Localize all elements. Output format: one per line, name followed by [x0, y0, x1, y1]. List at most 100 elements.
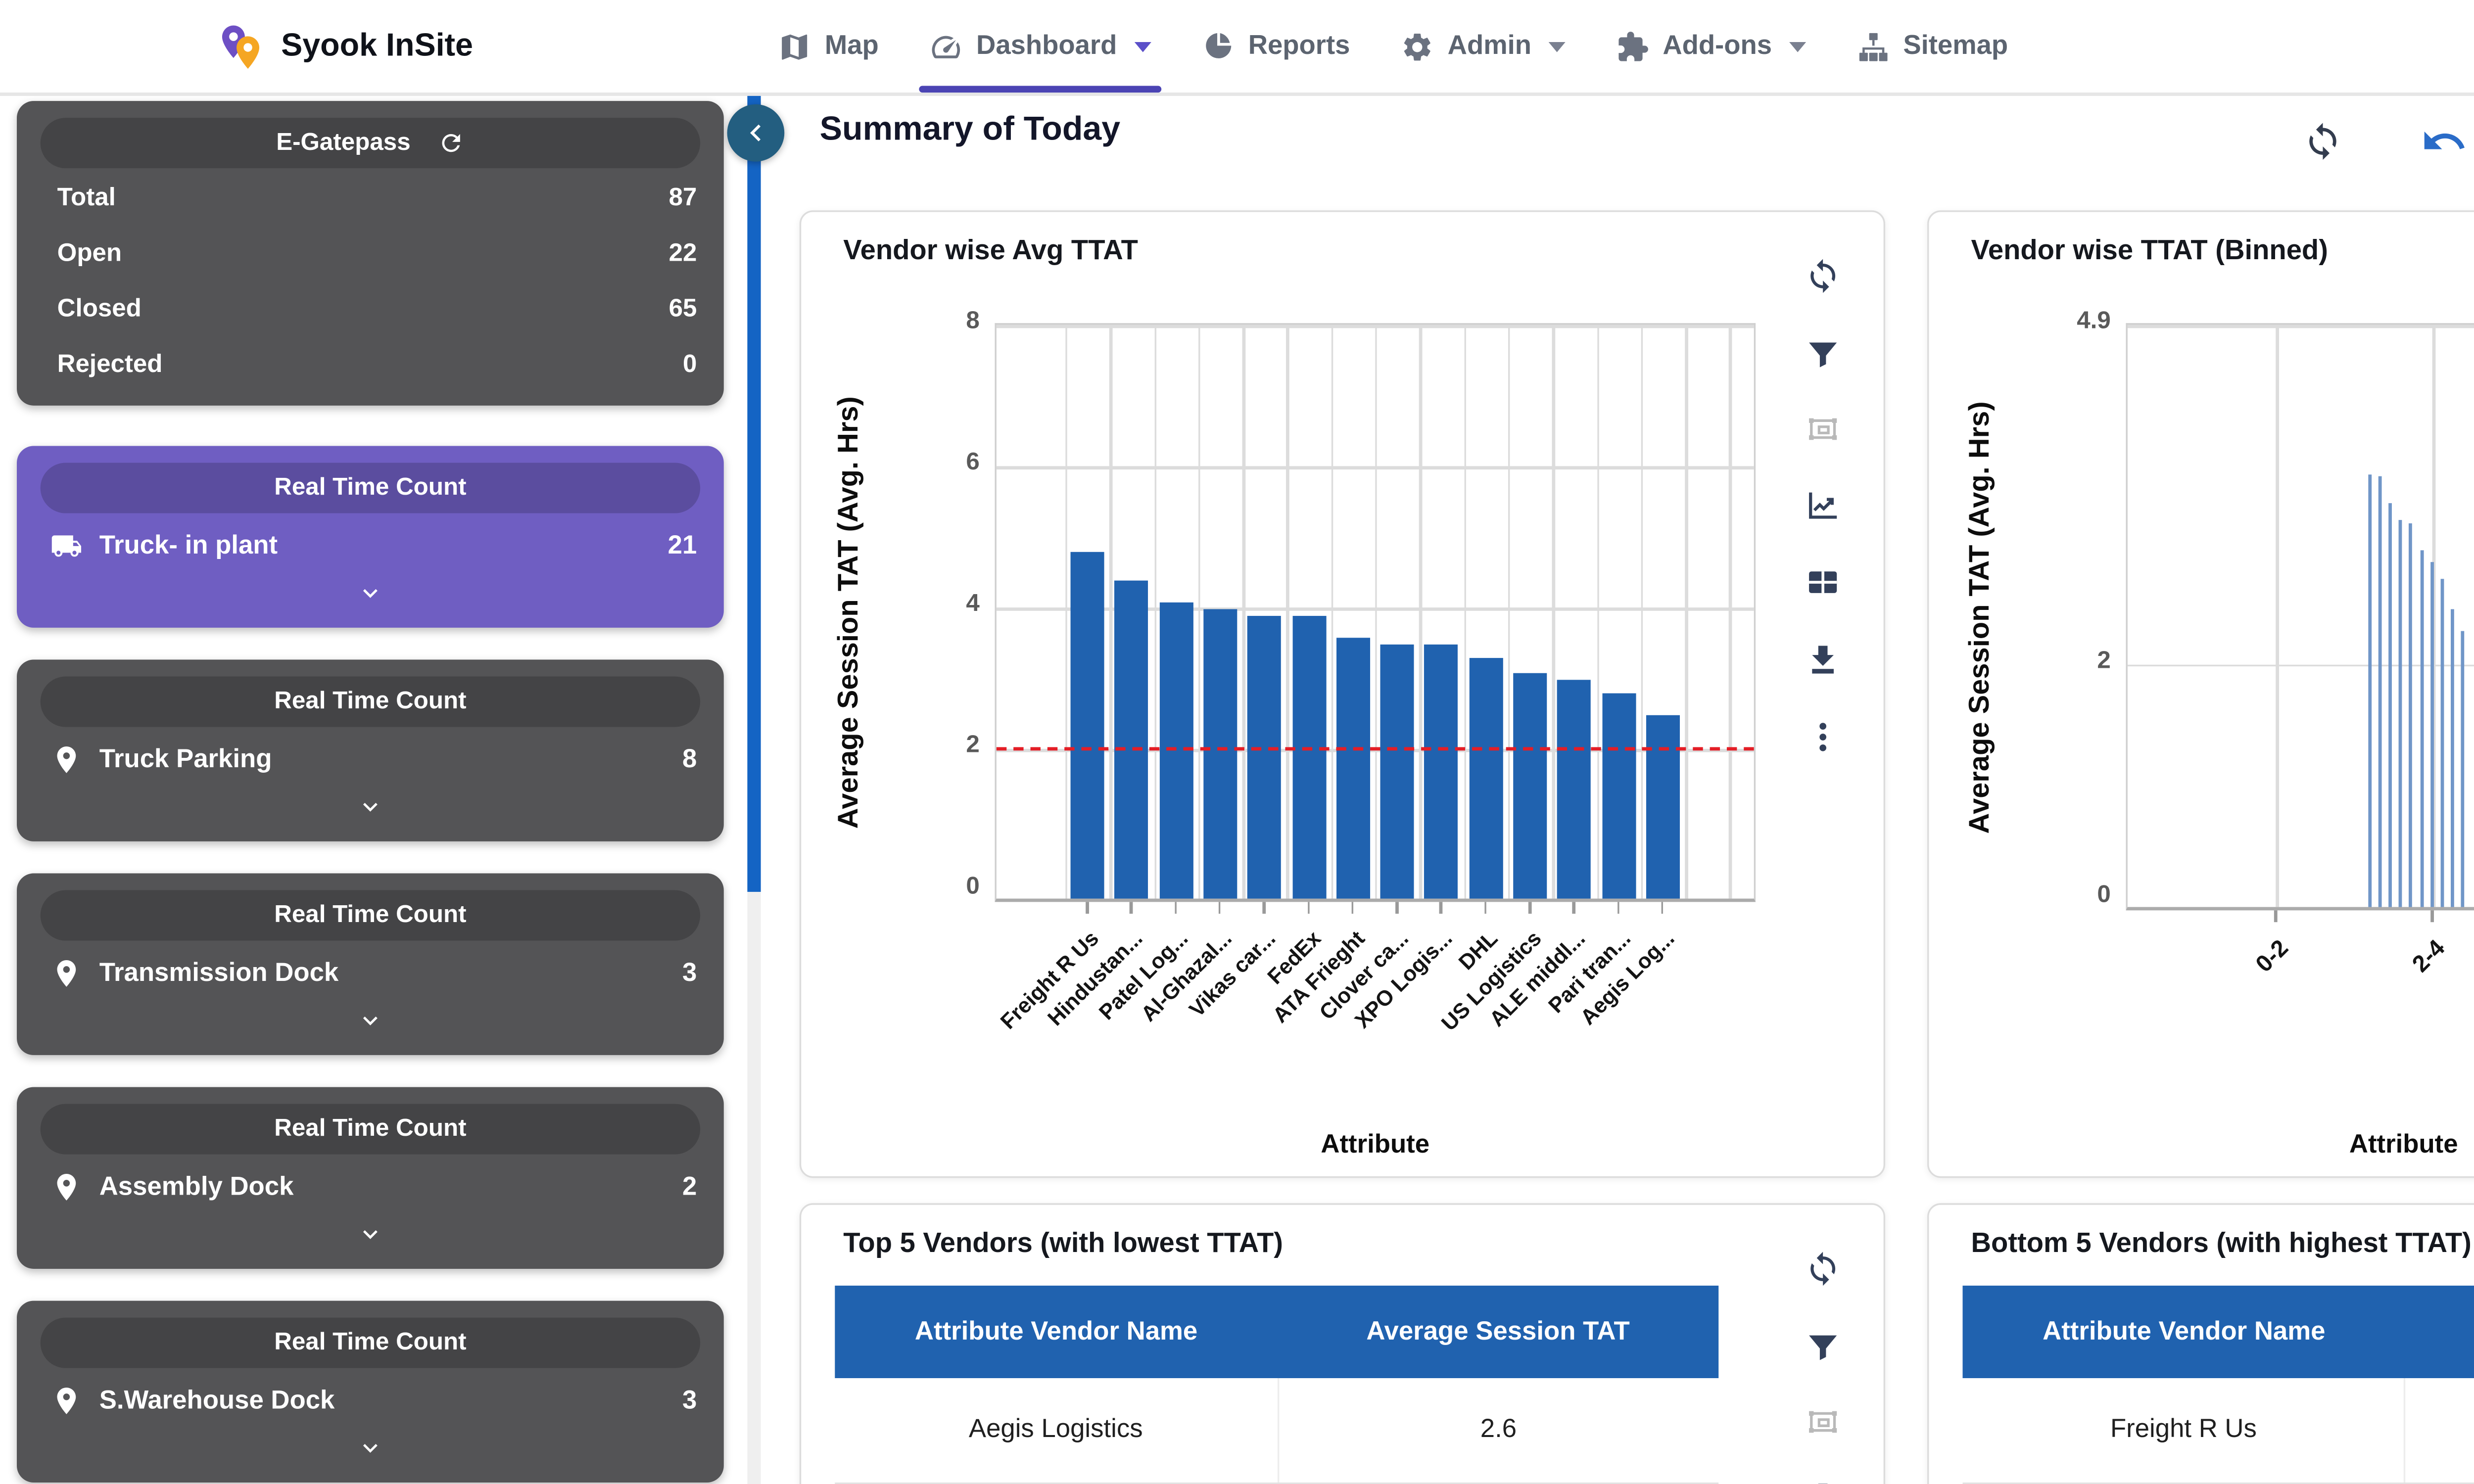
- panel-title: Vendor wise Avg TTAT: [843, 235, 1138, 266]
- nav-item-admin[interactable]: Admin: [1400, 0, 1566, 93]
- table-header-cell: Average Session TAT: [1366, 1316, 1630, 1345]
- rtc-card-title: Real Time Count: [40, 1104, 701, 1155]
- row-label: Open: [57, 239, 122, 268]
- refresh-icon[interactable]: [437, 130, 464, 156]
- nav-label: Reports: [1248, 31, 1350, 60]
- download-icon[interactable]: [1805, 641, 1842, 678]
- rtc-card-truck-parking[interactable]: Real Time Count Truck Parking 8: [17, 659, 724, 841]
- gridline: [1419, 325, 1422, 899]
- bar[interactable]: [1115, 580, 1149, 899]
- table-icon[interactable]: [1805, 564, 1842, 601]
- rtc-card-title: Real Time Count: [40, 676, 701, 727]
- selection-icon[interactable]: [1805, 411, 1842, 448]
- download-icon[interactable]: [1805, 1479, 1842, 1484]
- table-header-cell: Attribute Vendor Name: [2043, 1316, 2326, 1345]
- expand-chevron-icon[interactable]: [356, 1434, 384, 1462]
- y-tick-label: 0: [2097, 881, 2111, 909]
- nav-label: Sitemap: [1903, 31, 2008, 60]
- addons-puzzle-icon: [1616, 30, 1649, 63]
- expand-chevron-icon[interactable]: [356, 1220, 384, 1249]
- bar[interactable]: [1557, 679, 1591, 899]
- filter-icon[interactable]: [1805, 335, 1842, 372]
- rtc-value: 3: [682, 1386, 697, 1415]
- undo-icon[interactable]: [2421, 118, 2468, 165]
- egatepass-header: E-Gatepass: [40, 118, 701, 169]
- bar[interactable]: [1513, 672, 1547, 899]
- panel-vendor-ttat-binned: Vendor wise TTAT (Binned) Average Sessio…: [1927, 210, 2474, 1178]
- sidebar-collapse-button[interactable]: [727, 104, 785, 162]
- trend-icon[interactable]: [1805, 486, 1842, 523]
- rtc-value: 8: [682, 744, 697, 774]
- panel-bottom5-vendors: Bottom 5 Vendors (with highest TTAT) Att…: [1927, 1203, 2474, 1484]
- nav-item-addons[interactable]: Add-ons: [1616, 0, 1806, 93]
- page-title: Summary of Today: [819, 111, 1121, 148]
- bar[interactable]: [1469, 658, 1503, 899]
- expand-chevron-icon[interactable]: [356, 579, 384, 607]
- sidebar-scrollbar-thumb[interactable]: [747, 95, 761, 892]
- rtc-row: Truck Parking 8: [50, 744, 697, 776]
- gridline: [1242, 325, 1245, 899]
- location-pin-icon: [50, 1171, 83, 1204]
- panel-title: Bottom 5 Vendors (with highest TTAT): [1971, 1228, 2472, 1259]
- nav-item-reports[interactable]: Reports: [1201, 0, 1350, 93]
- panel-title: Vendor wise TTAT (Binned): [1971, 235, 2328, 266]
- brand-logo[interactable]: Syook InSite: [215, 0, 473, 93]
- y-tick-label: 6: [966, 449, 980, 476]
- reference-line: [996, 747, 1754, 751]
- kebab-menu-icon[interactable]: [1805, 719, 1842, 756]
- nav-item-dashboard[interactable]: Dashboard: [919, 0, 1160, 93]
- dashboard-gauge-icon: [929, 30, 963, 63]
- nav-item-map[interactable]: Map: [778, 0, 879, 93]
- rtc-value: 2: [682, 1172, 697, 1201]
- bar[interactable]: [1602, 694, 1636, 899]
- selection-icon[interactable]: [1805, 1403, 1842, 1440]
- admin-gear-icon: [1400, 30, 1434, 63]
- needle-bar: [2409, 522, 2413, 907]
- x-tick-mark: [1218, 902, 1221, 914]
- rtc-card-transmission-dock[interactable]: Real Time Count Transmission Dock 3: [17, 873, 724, 1055]
- egatepass-row: Open 22: [57, 239, 697, 268]
- needle-bar: [2450, 608, 2454, 907]
- sync-icon[interactable]: [1805, 257, 1842, 294]
- rtc-row: Assembly Dock 2: [50, 1171, 697, 1204]
- nav-label: Admin: [1447, 31, 1531, 60]
- bar[interactable]: [1380, 644, 1414, 899]
- gridline: [1729, 325, 1732, 899]
- x-tick-mark: [2430, 910, 2433, 923]
- filter-icon[interactable]: [1805, 1328, 1842, 1365]
- expand-chevron-icon[interactable]: [356, 1006, 384, 1035]
- rtc-card-assembly-dock[interactable]: Real Time Count Assembly Dock 2: [17, 1087, 724, 1269]
- gridline: [2432, 325, 2435, 907]
- sync-icon[interactable]: [1805, 1251, 1842, 1288]
- location-pin-icon: [50, 744, 83, 776]
- top-nav-bar: Syook InSite Map Dashboard Reports Admin: [0, 0, 2474, 96]
- bar[interactable]: [1291, 616, 1326, 899]
- rtc-card-swarehouse-dock[interactable]: Real Time Count S.Warehouse Dock 3: [17, 1300, 724, 1483]
- gridline: [2127, 325, 2474, 327]
- rtc-row: Truck- in plant 21: [50, 530, 697, 562]
- gridline: [1596, 325, 1599, 899]
- y-tick-label: 2: [2097, 648, 2111, 675]
- x-tick-mark: [1174, 902, 1177, 914]
- rtc-card-truck-in-plant[interactable]: Real Time Count Truck- in plant 21: [17, 446, 724, 628]
- sitemap-icon: [1856, 30, 1890, 63]
- egatepass-row: Total 87: [57, 184, 697, 212]
- gridline: [1641, 325, 1644, 899]
- expand-chevron-icon[interactable]: [356, 792, 384, 821]
- rtc-label: S.Warehouse Dock: [99, 1386, 335, 1415]
- bar[interactable]: [1425, 644, 1459, 899]
- y-tick-label: 2: [966, 732, 980, 759]
- y-tick-label: 8: [966, 308, 980, 335]
- sync-icon[interactable]: [2303, 121, 2343, 162]
- y-tick-label: 4: [966, 591, 980, 618]
- bar[interactable]: [1203, 608, 1237, 899]
- row-value: 87: [668, 183, 697, 212]
- chevron-down-icon: [1134, 41, 1151, 51]
- bar[interactable]: [1070, 552, 1104, 899]
- nav-item-sitemap[interactable]: Sitemap: [1856, 0, 2008, 93]
- bar[interactable]: [1247, 616, 1282, 899]
- rtc-label: Truck Parking: [99, 744, 272, 774]
- bar[interactable]: [1646, 715, 1680, 899]
- bar[interactable]: [1336, 637, 1370, 899]
